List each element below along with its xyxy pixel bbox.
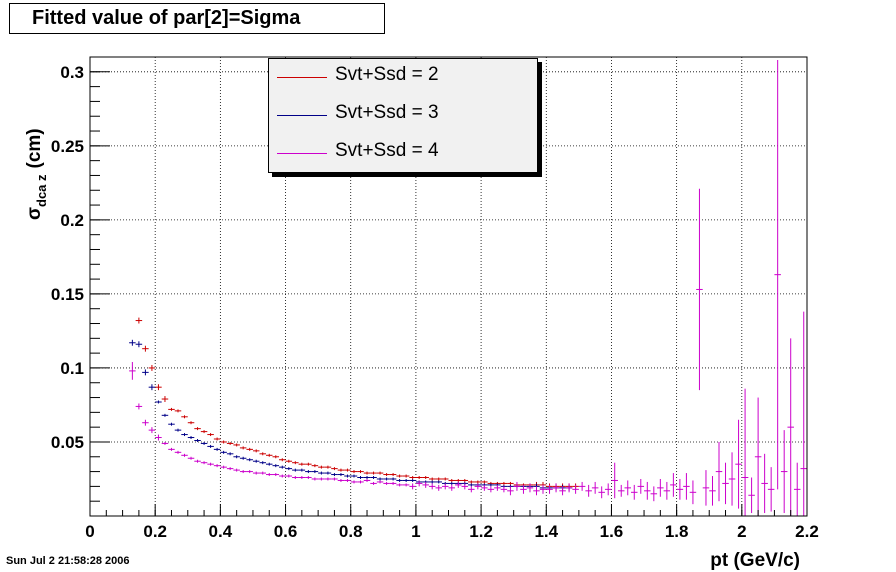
- x-axis: 0 0.2 0.4 0.6 0.8 1 1.2 1.4 1.6 1.8 2 2.2: [85, 504, 819, 541]
- x-tick-label: 1: [411, 522, 420, 541]
- legend-entry: Svt+Ssd = 2: [269, 59, 537, 97]
- y-tick-label: 0.3: [60, 63, 84, 82]
- series-2: [135, 317, 579, 490]
- x-tick-label: 0.8: [339, 522, 363, 541]
- x-tick-label: 0.4: [209, 522, 233, 541]
- y-tick-label: 0.15: [51, 285, 84, 304]
- x-tick-label: 2.2: [795, 522, 819, 541]
- x-tick-label: 0.2: [143, 522, 167, 541]
- data-series: [129, 59, 807, 516]
- legend-swatch: [277, 77, 327, 78]
- y-tick-label: 0.1: [60, 359, 84, 378]
- x-tick-label: 1.6: [600, 522, 624, 541]
- y-tick-label: 0.25: [51, 137, 84, 156]
- chart-title: Fitted value of par[2]=Sigma: [9, 3, 385, 34]
- y-axis: 0.05 0.1 0.15 0.2 0.25 0.3: [51, 56, 110, 502]
- legend-label: Svt+Ssd = 4: [335, 140, 439, 161]
- legend-entry: Svt+Ssd = 4: [269, 135, 537, 173]
- x-tick-label: 1.2: [469, 522, 493, 541]
- x-axis-label: pt (GeV/c): [710, 550, 800, 571]
- x-tick-label: 0: [85, 522, 94, 541]
- y-axis-label-subscript: dca z: [34, 174, 49, 207]
- grid-lines: [90, 57, 807, 516]
- legend-label: Svt+Ssd = 3: [335, 102, 439, 123]
- y-axis-label-symbol: σ: [24, 207, 45, 220]
- legend-swatch: [277, 115, 327, 116]
- x-tick-label: 1.8: [665, 522, 689, 541]
- legend-label: Svt+Ssd = 2: [335, 64, 439, 85]
- y-tick-label: 0.2: [60, 211, 84, 230]
- datestamp: Sun Jul 2 21:58:28 2006: [6, 555, 130, 567]
- x-tick-label: 2: [737, 522, 746, 541]
- legend-entry: Svt+Ssd = 3: [269, 97, 537, 135]
- x-tick-label: 1.4: [534, 522, 558, 541]
- x-tick-label: 0.6: [274, 522, 298, 541]
- y-axis-label-unit: (cm): [24, 128, 45, 168]
- legend: Svt+Ssd = 2 Svt+Ssd = 3 Svt+Ssd = 4: [268, 58, 538, 173]
- series-4: [129, 59, 807, 516]
- y-axis-label: σdca z (cm): [24, 128, 49, 220]
- legend-swatch: [277, 153, 327, 154]
- y-tick-label: 0.05: [51, 433, 84, 452]
